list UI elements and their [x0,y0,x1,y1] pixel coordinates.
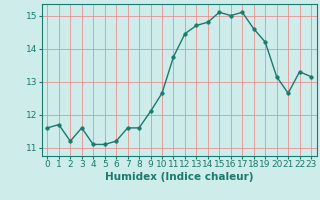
X-axis label: Humidex (Indice chaleur): Humidex (Indice chaleur) [105,172,253,182]
